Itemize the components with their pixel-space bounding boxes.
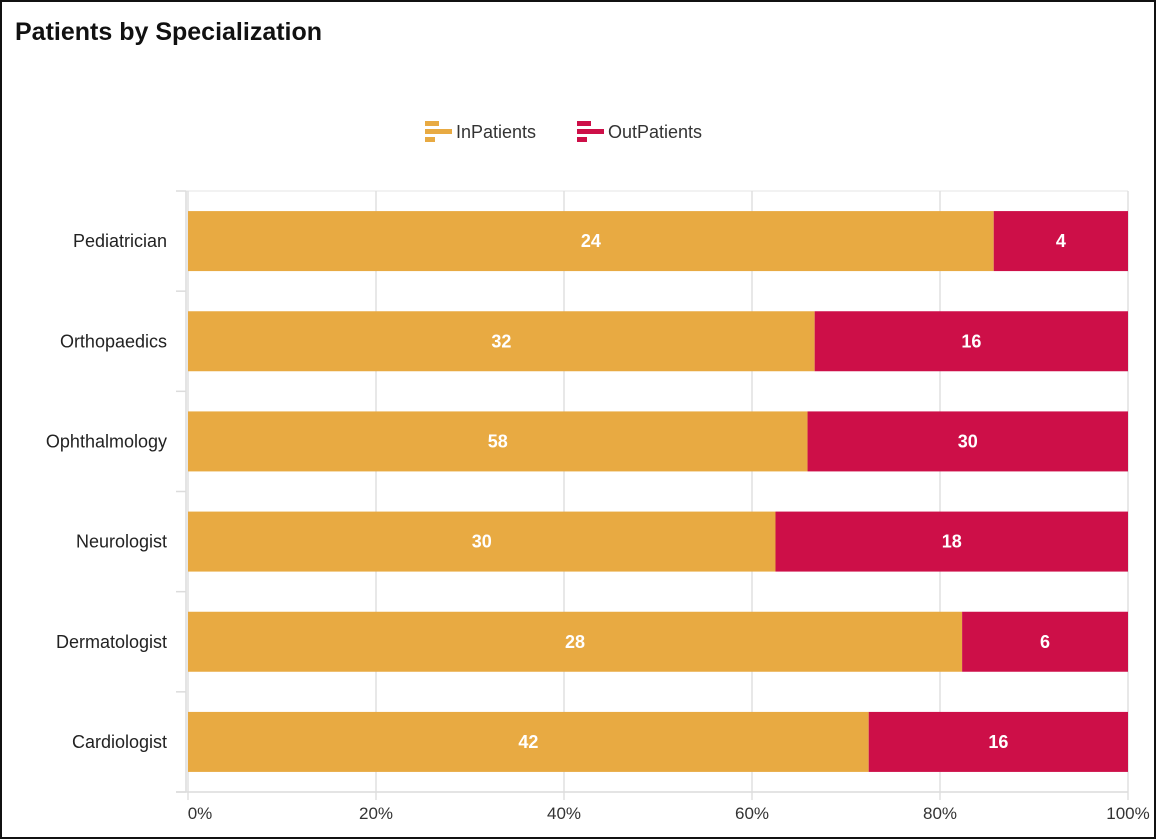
data-label: 16 — [961, 331, 981, 351]
x-tick-label: 80% — [923, 804, 957, 823]
bar-inpatients — [188, 711, 869, 772]
data-label: 42 — [518, 732, 538, 752]
y-tick-label: Dermatologist — [56, 632, 167, 652]
bar-inpatients — [188, 211, 994, 272]
y-tick-label: Pediatrician — [73, 231, 167, 251]
y-tick-label: Ophthalmology — [46, 431, 167, 451]
data-label: 18 — [942, 532, 962, 552]
legend-icon-bar — [425, 137, 435, 142]
legend-icon — [425, 121, 452, 142]
chart-title: Patients by Specialization — [15, 18, 323, 46]
bar-outpatients — [807, 411, 1128, 472]
bar-outpatients — [775, 511, 1128, 572]
data-label: 28 — [565, 632, 585, 652]
y-tick-label: Cardiologist — [72, 732, 167, 752]
data-label: 24 — [581, 231, 601, 251]
x-tick-label: 100% — [1106, 804, 1149, 823]
bar-inpatients — [188, 511, 776, 572]
bar-inpatients — [188, 611, 963, 672]
bar-inpatients — [188, 311, 815, 372]
data-label: 6 — [1040, 632, 1050, 652]
legend-icon-bar — [577, 129, 604, 134]
bar-outpatients — [814, 311, 1128, 372]
data-label: 32 — [491, 331, 511, 351]
legend-icon-bar — [425, 129, 452, 134]
bar-inpatients — [188, 411, 808, 472]
x-tick-label: 60% — [735, 804, 769, 823]
legend-label: OutPatients — [608, 122, 702, 142]
data-label: 4 — [1056, 231, 1066, 251]
bar-outpatients — [962, 611, 1128, 672]
x-tick-label: 40% — [547, 804, 581, 823]
legend-icon-bar — [577, 121, 591, 126]
bar-outpatients — [993, 211, 1128, 272]
data-label: 58 — [488, 431, 508, 451]
x-tick-label: 0% — [188, 804, 213, 823]
data-label: 30 — [472, 532, 492, 552]
y-tick-label: Neurologist — [76, 532, 167, 552]
legend-icon-bar — [577, 137, 587, 142]
legend: InPatients OutPatients — [425, 121, 702, 142]
data-label: 30 — [958, 431, 978, 451]
legend-icon-bar — [425, 121, 439, 126]
bar-outpatients — [868, 711, 1128, 772]
y-tick-label: Orthopaedics — [60, 331, 167, 351]
data-label: 16 — [988, 732, 1008, 752]
x-tick-label: 20% — [359, 804, 393, 823]
legend-icon — [577, 121, 604, 142]
legend-label: InPatients — [456, 122, 536, 142]
